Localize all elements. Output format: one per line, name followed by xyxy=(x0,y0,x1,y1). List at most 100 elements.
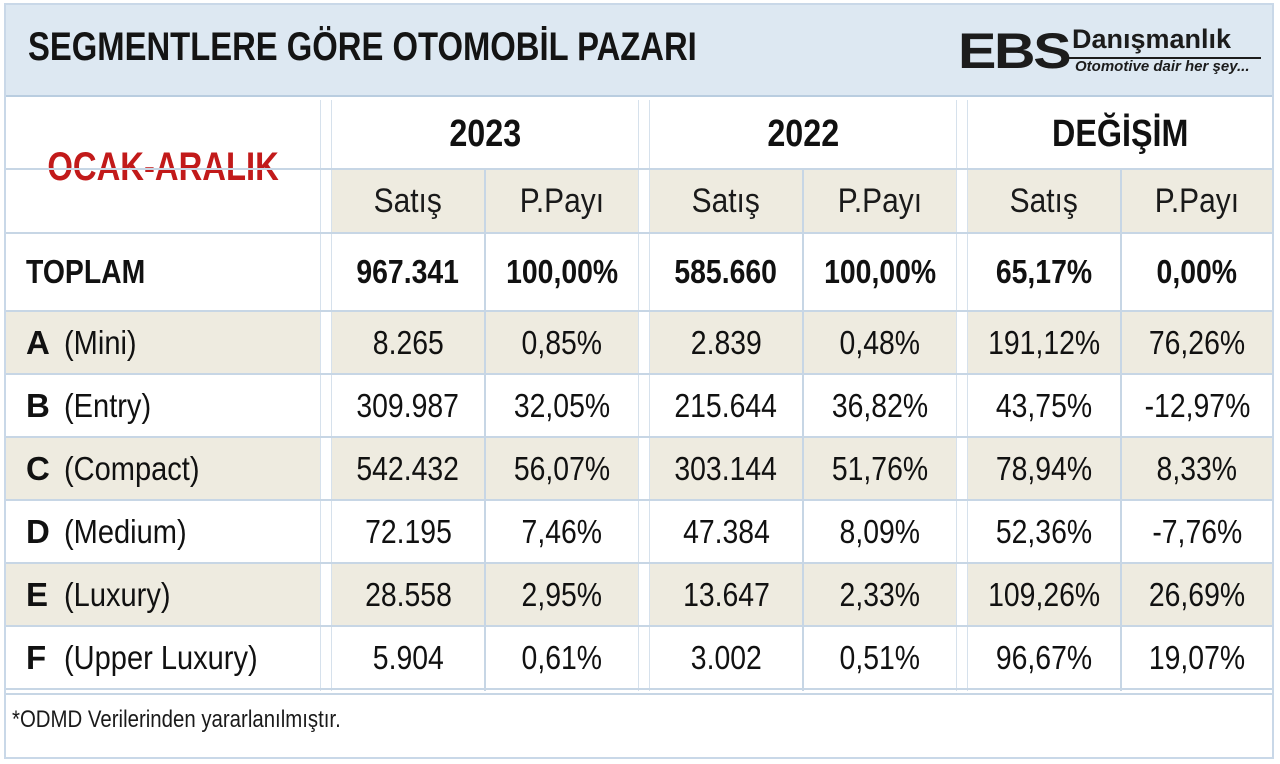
table-cell: 72.195 xyxy=(332,501,484,562)
group-header-label: 2023 xyxy=(449,112,521,155)
grid-line-horizontal xyxy=(6,373,1272,375)
table-cell: 26,69% xyxy=(1122,564,1272,625)
segment-code: E xyxy=(26,575,49,613)
segment-name: (Medium) xyxy=(64,512,187,550)
table-cell: 52,36% xyxy=(968,501,1120,562)
footer-divider xyxy=(6,693,1272,695)
table-cell: 309.987 xyxy=(332,375,484,436)
cell-value: 76,26% xyxy=(1148,323,1246,361)
logo-name: Danışmanlık xyxy=(1072,24,1232,54)
total-value: 100,00% xyxy=(505,253,619,290)
cell-value: 8,33% xyxy=(1156,449,1238,487)
logo-brand: EBS xyxy=(958,23,1072,79)
table-cell: 3.002 xyxy=(650,627,802,688)
table-cell: 28.558 xyxy=(332,564,484,625)
column-header: P.Payı xyxy=(804,170,956,232)
cell-value: 191,12% xyxy=(987,323,1101,361)
cell-value: 96,67% xyxy=(995,638,1093,676)
total-value: 0,00% xyxy=(1156,253,1238,290)
segment-name: (Luxury) xyxy=(64,575,171,613)
grid-line-horizontal xyxy=(6,625,1272,627)
table-cell: 542.432 xyxy=(332,438,484,499)
column-header: P.Payı xyxy=(486,170,638,232)
column-header: Satış xyxy=(332,170,484,232)
cell-value: 52,36% xyxy=(995,512,1093,550)
cell-value: 309.987 xyxy=(356,386,460,424)
cell-value: 32,05% xyxy=(513,386,611,424)
total-cell: 100,00% xyxy=(486,234,638,310)
group-separator xyxy=(320,100,332,691)
cell-value: 36,82% xyxy=(831,386,929,424)
total-value: 585.660 xyxy=(674,253,778,290)
table-cell: 13.647 xyxy=(650,564,802,625)
cell-value: 5.904 xyxy=(372,638,444,676)
cell-value: 7,46% xyxy=(521,512,603,550)
page-title: SEGMENTLERE GÖRE OTOMOBİL PAZARI xyxy=(28,25,697,69)
logo: EBS Danışmanlık Otomotive dair her şey..… xyxy=(958,20,1268,80)
table-cell: 2,95% xyxy=(486,564,638,625)
group-header-label: DEĞİŞİM xyxy=(1051,112,1189,155)
grid-line-vertical xyxy=(484,168,486,691)
table-cell: 78,94% xyxy=(968,438,1120,499)
column-header-label: Satış xyxy=(691,181,761,220)
table-cell: -7,76% xyxy=(1122,501,1272,562)
period-label: OCAK-ARALIK xyxy=(47,144,279,189)
total-value: 100,00% xyxy=(823,253,937,290)
table-cell: 109,26% xyxy=(968,564,1120,625)
table-cell: 51,76% xyxy=(804,438,956,499)
column-header: P.Payı xyxy=(1122,170,1272,232)
cell-value: 2.839 xyxy=(690,323,762,361)
table-cell: 43,75% xyxy=(968,375,1120,436)
total-cell: 65,17% xyxy=(968,234,1120,310)
cell-value: 2,95% xyxy=(521,575,603,613)
total-value: 65,17% xyxy=(995,253,1093,290)
segment-code: D xyxy=(26,512,50,550)
table-row-label: F (Upper Luxury) xyxy=(6,627,320,688)
cell-value: 28.558 xyxy=(364,575,452,613)
cell-value: 56,07% xyxy=(513,449,611,487)
table-cell: 56,07% xyxy=(486,438,638,499)
column-header-label: P.Payı xyxy=(1154,181,1240,220)
cell-value: 109,26% xyxy=(987,575,1101,613)
segment-code: F xyxy=(26,638,47,676)
table-row-label: D (Medium) xyxy=(6,501,320,562)
total-row-label: TOPLAM xyxy=(6,234,320,310)
cell-value: 26,69% xyxy=(1148,575,1246,613)
grid-line-vertical xyxy=(802,168,804,691)
cell-value: 72.195 xyxy=(364,512,452,550)
table-cell: 8.265 xyxy=(332,312,484,373)
table-cell: 36,82% xyxy=(804,375,956,436)
column-header-label: Satış xyxy=(1009,181,1079,220)
total-cell: 585.660 xyxy=(650,234,802,310)
table-cell: 215.644 xyxy=(650,375,802,436)
cell-value: 3.002 xyxy=(690,638,762,676)
grid-line-vertical xyxy=(1120,168,1122,691)
cell-value: 78,94% xyxy=(995,449,1093,487)
group-header: 2022 xyxy=(650,100,956,168)
cell-value: 215.644 xyxy=(674,386,778,424)
cell-value: 0,61% xyxy=(521,638,603,676)
grid-line-horizontal xyxy=(6,310,1272,312)
segment-code: C xyxy=(26,449,50,487)
group-separator xyxy=(956,100,968,691)
group-header: DEĞİŞİM xyxy=(968,100,1272,168)
group-separator xyxy=(638,100,650,691)
table-cell: 0,48% xyxy=(804,312,956,373)
cell-value: 19,07% xyxy=(1148,638,1246,676)
total-cell: 0,00% xyxy=(1122,234,1272,310)
cell-value: 13.647 xyxy=(682,575,770,613)
cell-value: 0,51% xyxy=(839,638,921,676)
table-cell: 5.904 xyxy=(332,627,484,688)
segment-code: B xyxy=(26,386,50,424)
grid-line-horizontal xyxy=(6,688,1272,690)
table-cell: -12,97% xyxy=(1122,375,1272,436)
table-cell: 8,33% xyxy=(1122,438,1272,499)
cell-value: 51,76% xyxy=(831,449,929,487)
cell-value: 0,85% xyxy=(521,323,603,361)
table-row-label: C (Compact) xyxy=(6,438,320,499)
total-cell: 100,00% xyxy=(804,234,956,310)
table-cell: 303.144 xyxy=(650,438,802,499)
segment-name: (Entry) xyxy=(64,386,152,424)
total-value: 967.341 xyxy=(356,253,460,290)
column-header-label: Satış xyxy=(373,181,443,220)
